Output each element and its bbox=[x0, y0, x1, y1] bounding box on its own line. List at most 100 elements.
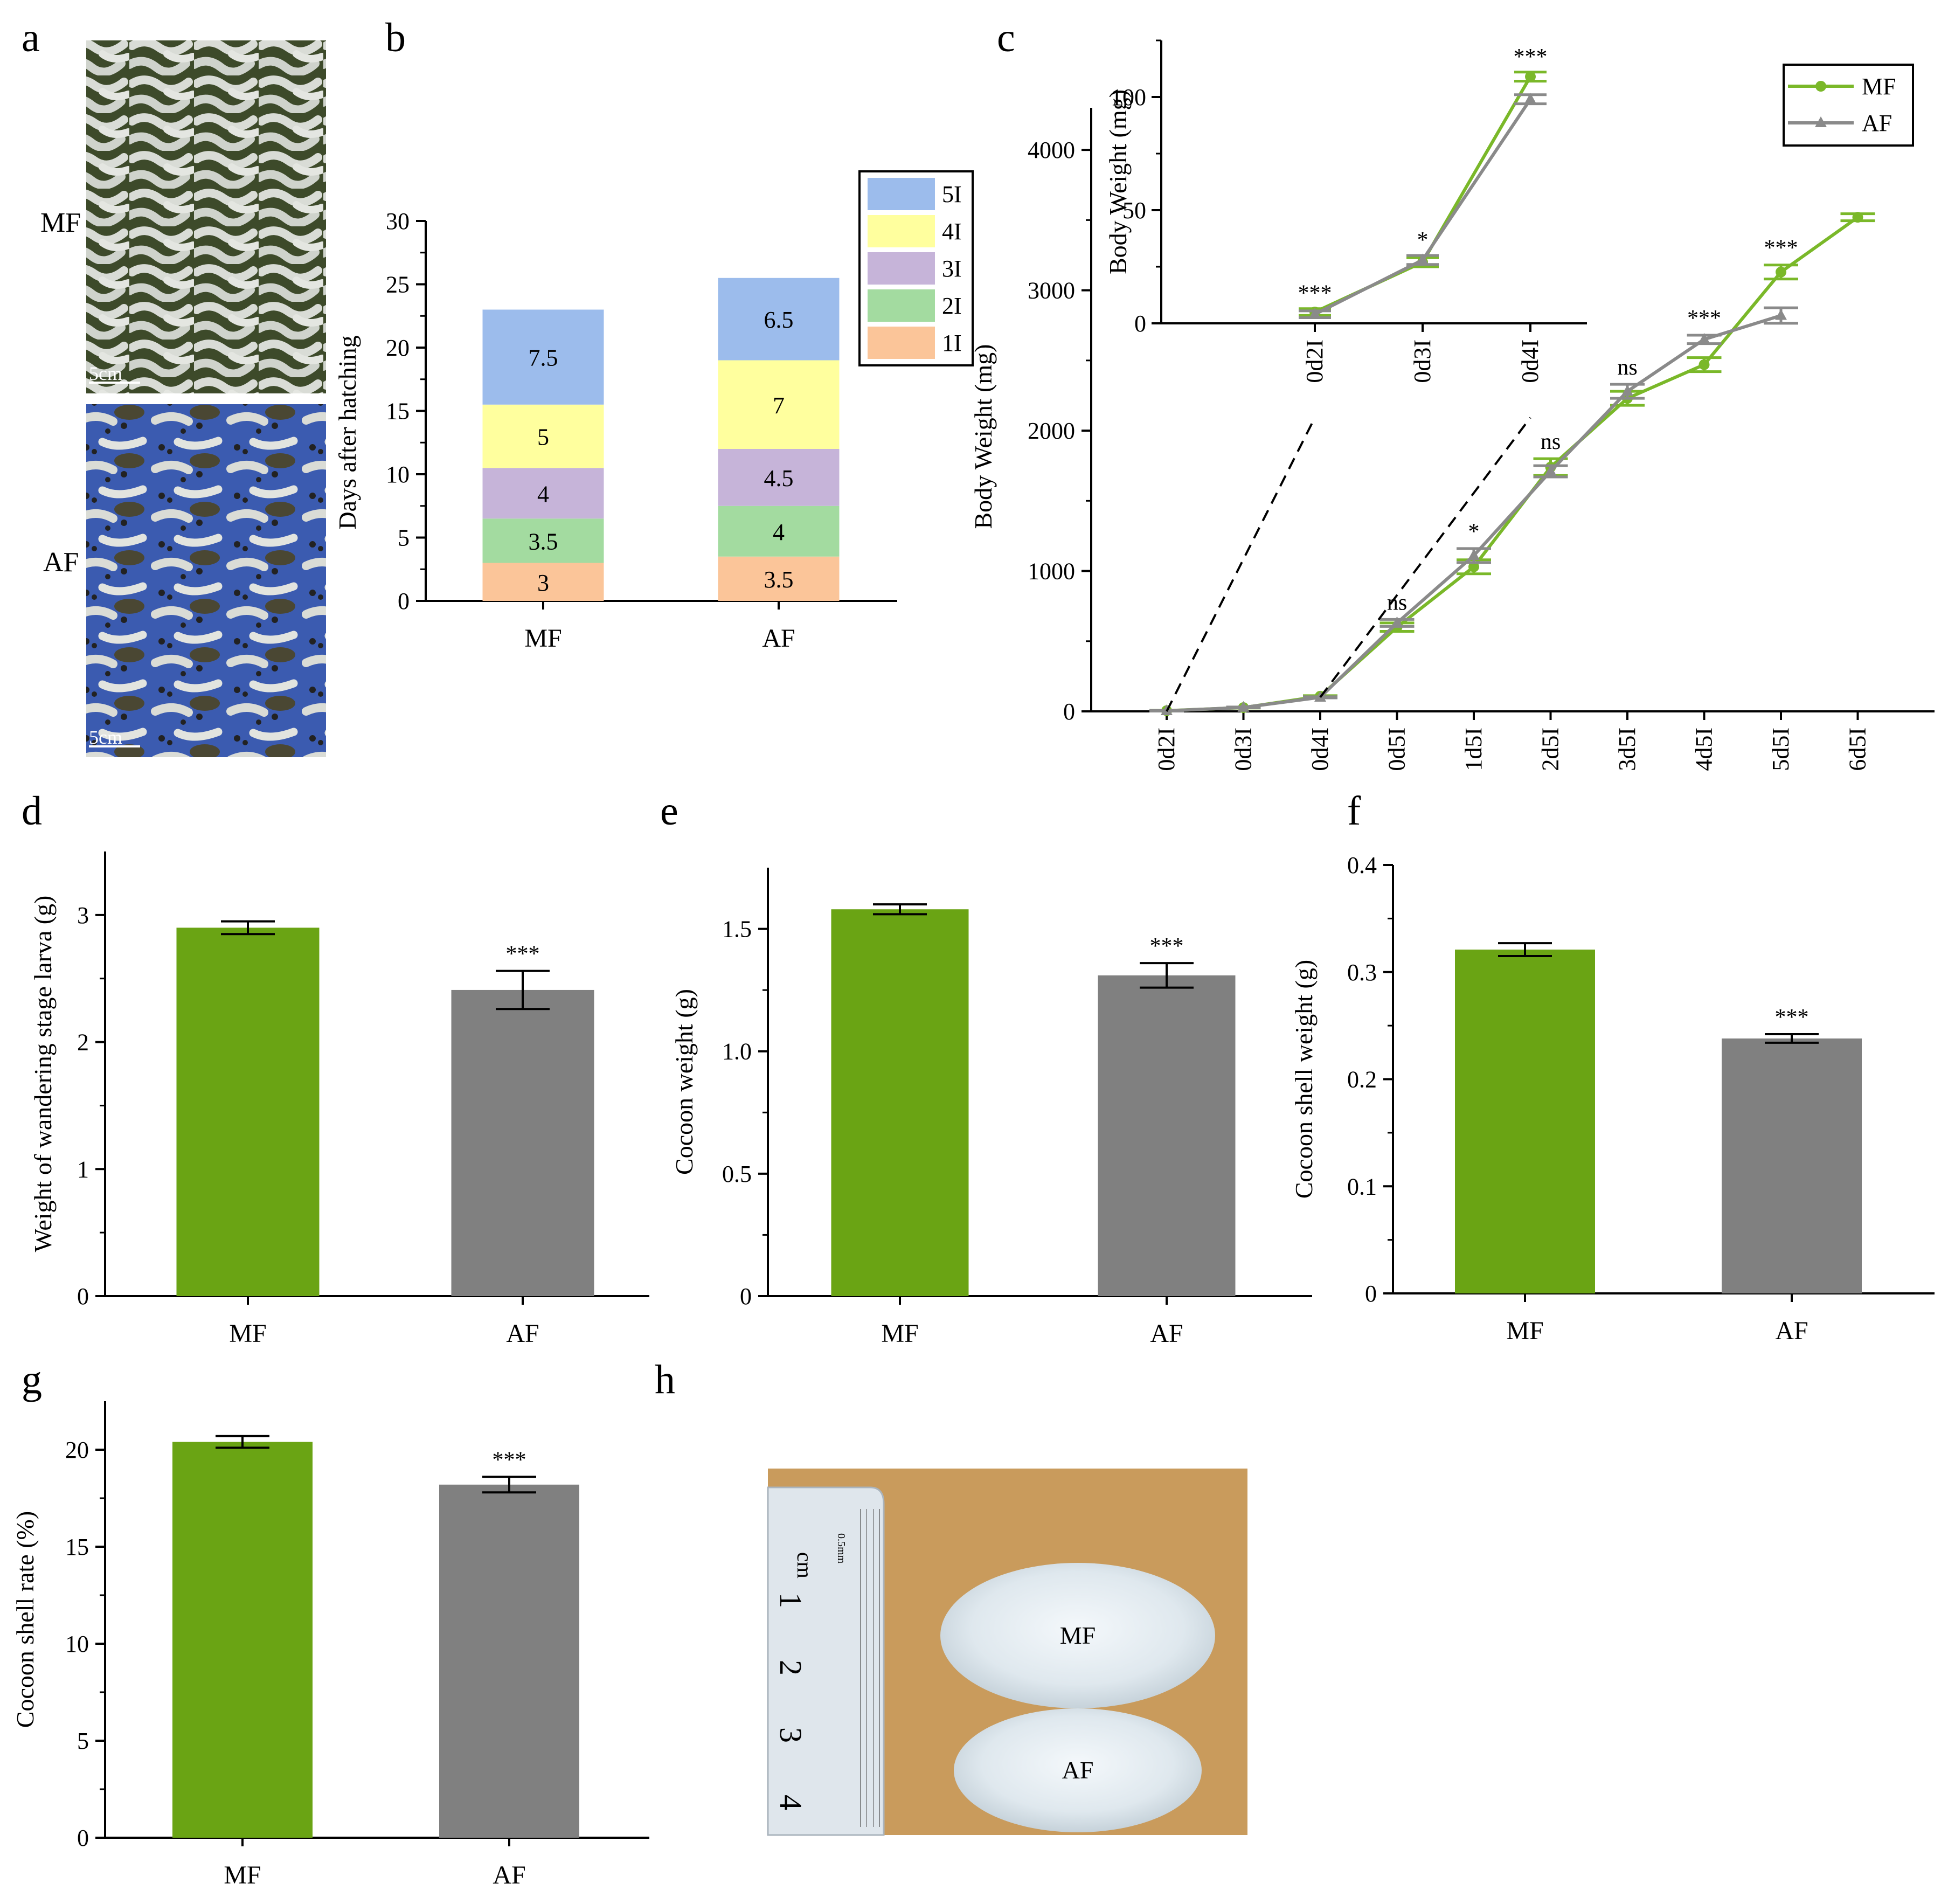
x-tick-label-af: AF bbox=[493, 1861, 525, 1889]
inset-significance-marker: *** bbox=[1514, 45, 1548, 70]
y-tick-label: 10 bbox=[65, 1631, 89, 1657]
bar-af bbox=[439, 1484, 579, 1838]
bar-af bbox=[1098, 975, 1236, 1296]
point-mf bbox=[1699, 359, 1710, 370]
y-tick-label: 2 bbox=[77, 1029, 89, 1056]
y-tick-label: 0.5 bbox=[722, 1161, 752, 1187]
panel-label-b: b bbox=[385, 15, 406, 60]
y-tick-label: 5 bbox=[77, 1728, 89, 1754]
y-axis-title: Days after hatching bbox=[334, 335, 361, 529]
x-tick-label: 2d5I bbox=[1537, 728, 1564, 771]
significance-marker: *** bbox=[1687, 306, 1721, 331]
ruler-ticks bbox=[857, 1509, 883, 1827]
segment-label: 5 bbox=[537, 424, 549, 451]
bar-af bbox=[1722, 1038, 1862, 1293]
y-axis-title: Cocoon shell rate (%) bbox=[11, 1511, 39, 1728]
scale-bar-top-label: 5cm bbox=[89, 363, 122, 384]
segment-af-3i bbox=[718, 449, 840, 506]
y-tick-label: 20 bbox=[386, 335, 410, 361]
x-tick-label-mf: MF bbox=[1506, 1317, 1543, 1345]
inset-y-axis-title: Body Weight (mg) bbox=[1104, 89, 1132, 274]
inset-point-af bbox=[1417, 253, 1429, 265]
zoom-connector-right bbox=[1319, 417, 1531, 698]
segment-label: 4 bbox=[537, 481, 549, 507]
segment-af-2i bbox=[718, 506, 840, 557]
y-tick-label: 0.3 bbox=[1347, 959, 1377, 986]
segment-label: 4 bbox=[773, 519, 785, 545]
inset-y-tick-label: 0 bbox=[1134, 310, 1146, 337]
photo-panel-a: MF AF 5cm 5cm bbox=[40, 40, 326, 757]
segment-label: 3 bbox=[537, 570, 549, 596]
y-axis-title: Cocoon weight (g) bbox=[670, 989, 698, 1175]
y-tick-label: 0 bbox=[740, 1283, 752, 1310]
y-tick-label: 30 bbox=[386, 208, 410, 234]
y-tick-label: 3000 bbox=[1028, 278, 1075, 304]
point-af bbox=[1621, 385, 1633, 396]
x-tick-label-af: AF bbox=[762, 624, 795, 653]
y-tick-label: 15 bbox=[65, 1534, 89, 1560]
legend-swatch-5i bbox=[868, 178, 935, 210]
inset-y-tick-label: 100 bbox=[1111, 84, 1146, 110]
series-line-mf bbox=[1166, 216, 1859, 712]
segment-mf-5i bbox=[482, 309, 604, 405]
y-tick-label: 1 bbox=[77, 1156, 89, 1182]
x-tick-label: 0d3I bbox=[1230, 728, 1257, 771]
y-axis-title: Body Weight (mg) bbox=[969, 344, 997, 529]
x-tick-label: 0d5I bbox=[1384, 728, 1410, 771]
cocoon-mf bbox=[940, 1563, 1215, 1708]
x-tick-label: 4d5I bbox=[1691, 728, 1717, 771]
chart-f-cocoon-shell-weight: 0 0.1 0.2 0.3 0.4 MF AF *** Cocoon shell weight … bbox=[1290, 852, 1935, 1345]
y-tick-label: 0 bbox=[398, 588, 410, 614]
inset-series-line-mf bbox=[1314, 75, 1532, 314]
segment-label: 7 bbox=[773, 392, 785, 419]
x-tick-label-af: AF bbox=[1775, 1317, 1808, 1345]
x-tick-label: 1d5I bbox=[1460, 728, 1487, 771]
cocoon-mf-label: MF bbox=[1060, 1622, 1096, 1649]
legend-label-4i: 4I bbox=[942, 218, 962, 245]
segment-af-4i bbox=[718, 360, 840, 449]
legend-swatch-4i bbox=[868, 215, 935, 247]
y-tick-label: 10 bbox=[386, 461, 410, 488]
bar-mf bbox=[176, 927, 320, 1296]
y-tick-label: 0.1 bbox=[1347, 1173, 1377, 1200]
y-tick-label: 25 bbox=[386, 272, 410, 298]
x-tick-label-mf: MF bbox=[224, 1861, 261, 1889]
legend-swatch-2i bbox=[868, 289, 935, 322]
significance-marker: *** bbox=[1775, 1005, 1809, 1030]
x-tick-label: 6d5I bbox=[1845, 728, 1871, 771]
cocoon-af-label: AF bbox=[1062, 1756, 1094, 1784]
legend-swatch-1i bbox=[868, 327, 935, 359]
y-tick-label: 0 bbox=[1063, 698, 1075, 725]
segment-mf-2i bbox=[482, 518, 604, 563]
segment-label: 6.5 bbox=[764, 307, 794, 333]
photo-mf-larvae bbox=[86, 40, 326, 393]
bar-mf bbox=[831, 909, 969, 1296]
y-tick-label: 1.5 bbox=[722, 916, 752, 943]
inset-x-tick-label: 0d3I bbox=[1409, 340, 1436, 383]
y-axis-title: Cocoon shell weight (g) bbox=[1290, 960, 1318, 1199]
inset-significance-marker: *** bbox=[1298, 281, 1332, 306]
y-tick-label: 4000 bbox=[1028, 137, 1075, 163]
y-tick-label: 0.4 bbox=[1347, 852, 1377, 878]
point-af bbox=[1468, 549, 1480, 560]
panel-label-h: h bbox=[655, 1357, 675, 1402]
point-mf bbox=[1852, 212, 1863, 223]
bar-mf bbox=[172, 1442, 313, 1838]
y-tick-label: 2000 bbox=[1028, 418, 1075, 444]
segment-af-1i bbox=[718, 556, 840, 601]
point-mf bbox=[1776, 266, 1786, 278]
panel-label-c: c bbox=[997, 15, 1015, 60]
inset-y-tick-label: 50 bbox=[1122, 197, 1146, 224]
segment-mf-1i bbox=[482, 563, 604, 601]
x-tick-label-mf: MF bbox=[881, 1319, 918, 1348]
point-af bbox=[1698, 333, 1710, 344]
significance-marker: *** bbox=[1764, 236, 1798, 261]
y-tick-label: 1000 bbox=[1028, 558, 1075, 585]
point-af bbox=[1391, 616, 1403, 627]
zoom-connector-left bbox=[1166, 417, 1316, 712]
point-af bbox=[1237, 701, 1250, 712]
legend-swatch-3i bbox=[868, 252, 935, 285]
series-line-af bbox=[1166, 314, 1781, 712]
